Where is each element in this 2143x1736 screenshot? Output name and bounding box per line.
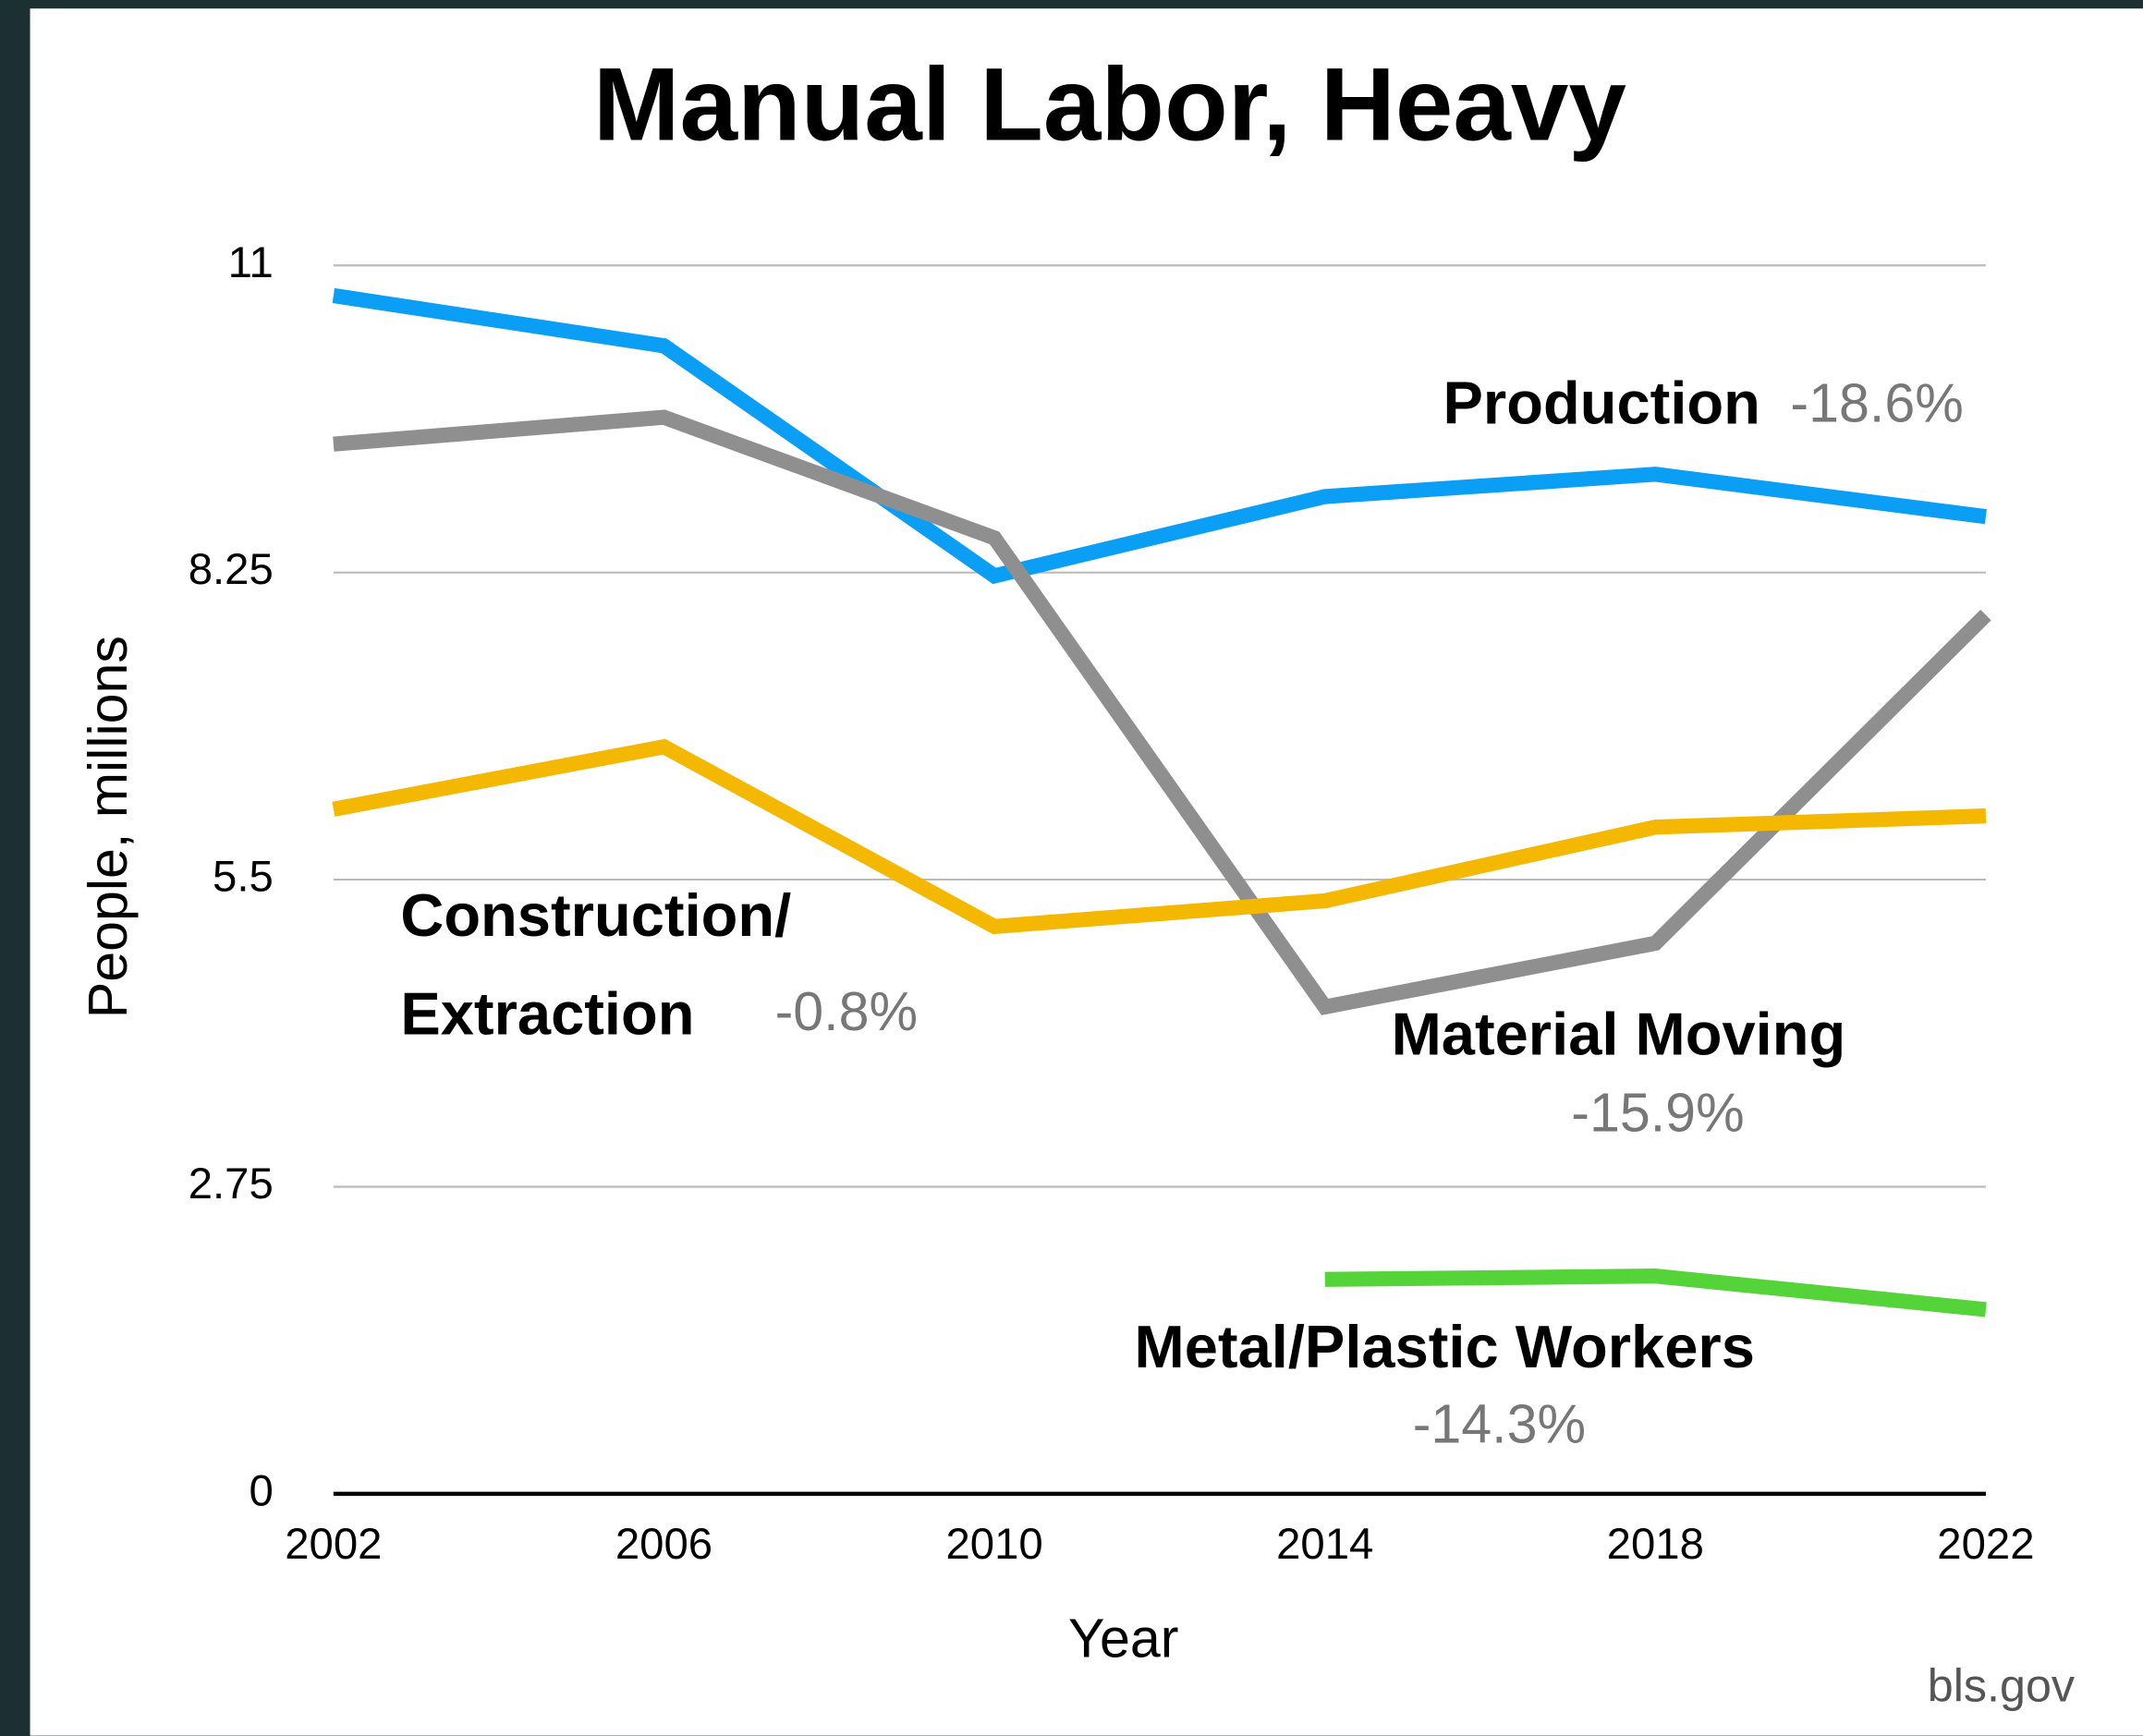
x-tick-label: 2014	[1276, 1520, 1373, 1569]
series-label: Production	[1443, 369, 1760, 436]
series-line	[332, 738, 1987, 935]
series-line	[332, 287, 1987, 585]
x-axis-label: Year	[1068, 1608, 1179, 1669]
y-tick-label: 11	[228, 238, 274, 287]
x-tick-label: 2002	[285, 1520, 382, 1569]
y-tick-label: 8.25	[189, 545, 274, 594]
x-tick-label: 2018	[1607, 1520, 1704, 1569]
x-tick-label: 2022	[1937, 1520, 2034, 1569]
y-axis-label: People, millions	[77, 636, 139, 1018]
x-tick-label: 2006	[615, 1520, 712, 1569]
series-label: Extraction	[400, 979, 694, 1047]
series-line	[1324, 1269, 1987, 1317]
series-label: Construction/	[400, 881, 791, 949]
series-change: -18.6%	[1790, 372, 1963, 434]
series-change: -15.9%	[1571, 1081, 1744, 1143]
y-tick-label: 0	[249, 1466, 273, 1515]
y-tick-label: 2.75	[189, 1159, 274, 1208]
series-change: -14.3%	[1413, 1392, 1586, 1454]
chart-title: Manual Labor, Heavy	[593, 45, 1626, 162]
series-label: Metal/Plastic Workers	[1135, 1313, 1755, 1380]
series-line	[333, 409, 1991, 1015]
x-tick-label: 2010	[945, 1520, 1042, 1569]
panel	[30, 8, 2143, 1736]
series-change: -0.8%	[775, 980, 919, 1042]
series-label: Material Moving	[1392, 1001, 1846, 1068]
source: bls.gov	[1928, 1659, 2075, 1712]
y-tick-label: 5.5	[213, 853, 274, 902]
